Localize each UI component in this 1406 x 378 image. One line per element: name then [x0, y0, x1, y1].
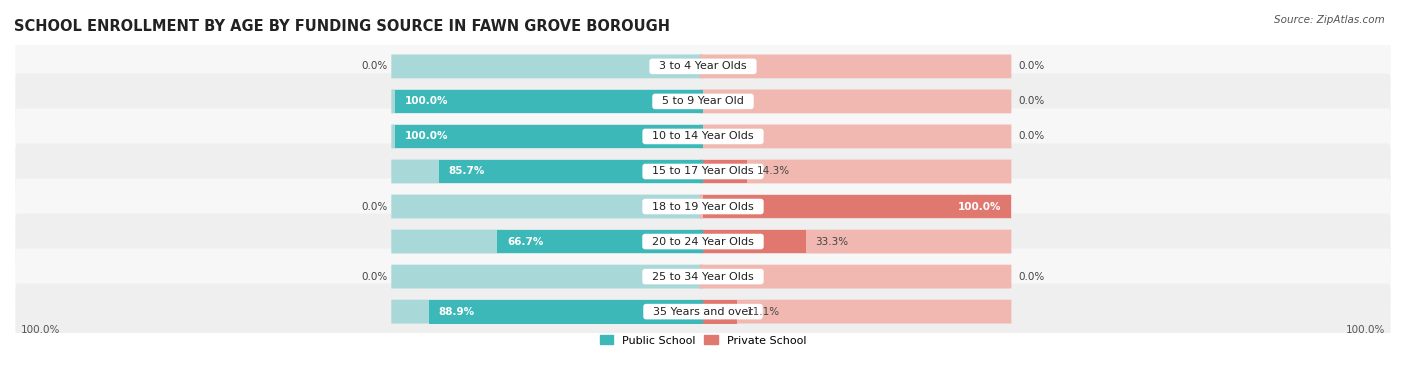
FancyBboxPatch shape	[700, 90, 1011, 113]
FancyBboxPatch shape	[15, 38, 1391, 94]
Text: 66.7%: 66.7%	[508, 237, 544, 246]
FancyBboxPatch shape	[15, 214, 1391, 270]
FancyBboxPatch shape	[15, 144, 1391, 200]
Text: SCHOOL ENROLLMENT BY AGE BY FUNDING SOURCE IN FAWN GROVE BOROUGH: SCHOOL ENROLLMENT BY AGE BY FUNDING SOUR…	[14, 20, 671, 34]
Text: 5 to 9 Year Old: 5 to 9 Year Old	[655, 96, 751, 107]
Bar	[439, 160, 703, 183]
Text: 11.1%: 11.1%	[747, 307, 780, 317]
Text: 3 to 4 Year Olds: 3 to 4 Year Olds	[652, 61, 754, 71]
Bar	[703, 160, 747, 183]
Text: 0.0%: 0.0%	[361, 201, 388, 212]
Text: 0.0%: 0.0%	[1018, 61, 1045, 71]
Text: 25 to 34 Year Olds: 25 to 34 Year Olds	[645, 271, 761, 282]
FancyBboxPatch shape	[391, 90, 703, 113]
FancyBboxPatch shape	[391, 230, 703, 254]
Text: 15 to 17 Year Olds: 15 to 17 Year Olds	[645, 166, 761, 177]
Legend: Public School, Private School: Public School, Private School	[595, 331, 811, 350]
FancyBboxPatch shape	[700, 230, 1011, 254]
Text: 0.0%: 0.0%	[1018, 271, 1045, 282]
Text: 85.7%: 85.7%	[449, 166, 485, 177]
Bar	[703, 195, 1011, 218]
Text: 18 to 19 Year Olds: 18 to 19 Year Olds	[645, 201, 761, 212]
FancyBboxPatch shape	[15, 249, 1391, 305]
Text: 100.0%: 100.0%	[1346, 325, 1385, 335]
Text: Source: ZipAtlas.com: Source: ZipAtlas.com	[1274, 15, 1385, 25]
FancyBboxPatch shape	[700, 265, 1011, 288]
Text: 20 to 24 Year Olds: 20 to 24 Year Olds	[645, 237, 761, 246]
Text: 100.0%: 100.0%	[957, 201, 1001, 212]
Text: 0.0%: 0.0%	[361, 271, 388, 282]
Text: 0.0%: 0.0%	[1018, 132, 1045, 141]
Text: 0.0%: 0.0%	[361, 61, 388, 71]
Text: 100.0%: 100.0%	[21, 325, 60, 335]
Text: 10 to 14 Year Olds: 10 to 14 Year Olds	[645, 132, 761, 141]
FancyBboxPatch shape	[391, 300, 703, 324]
Text: 14.3%: 14.3%	[756, 166, 790, 177]
Bar	[395, 124, 703, 148]
Bar	[498, 230, 703, 254]
FancyBboxPatch shape	[700, 195, 1011, 218]
FancyBboxPatch shape	[15, 108, 1391, 164]
FancyBboxPatch shape	[391, 195, 703, 218]
Bar	[395, 90, 703, 113]
Text: 100.0%: 100.0%	[405, 132, 449, 141]
FancyBboxPatch shape	[15, 73, 1391, 129]
FancyBboxPatch shape	[15, 178, 1391, 234]
FancyBboxPatch shape	[700, 54, 1011, 78]
Bar	[703, 230, 806, 254]
Text: 88.9%: 88.9%	[439, 307, 475, 317]
FancyBboxPatch shape	[391, 54, 703, 78]
Bar	[429, 300, 703, 324]
Bar	[703, 300, 737, 324]
FancyBboxPatch shape	[700, 300, 1011, 324]
FancyBboxPatch shape	[700, 160, 1011, 183]
Text: 0.0%: 0.0%	[1018, 96, 1045, 107]
Text: 100.0%: 100.0%	[405, 96, 449, 107]
FancyBboxPatch shape	[391, 160, 703, 183]
FancyBboxPatch shape	[391, 265, 703, 288]
FancyBboxPatch shape	[391, 124, 703, 148]
Text: 35 Years and over: 35 Years and over	[647, 307, 759, 317]
Text: 33.3%: 33.3%	[815, 237, 849, 246]
FancyBboxPatch shape	[15, 284, 1391, 340]
FancyBboxPatch shape	[700, 124, 1011, 148]
